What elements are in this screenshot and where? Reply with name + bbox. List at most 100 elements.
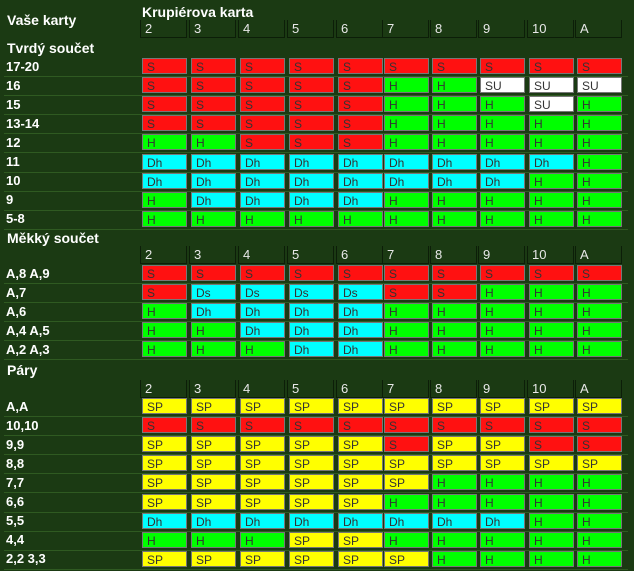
section-2-dealer-A: A xyxy=(575,246,622,264)
header-dealer-4: 4 xyxy=(238,20,285,38)
action-cell: H xyxy=(191,341,236,358)
action-cell: SP xyxy=(142,436,187,453)
action-cell: SP xyxy=(191,398,236,414)
action-cell: Dh xyxy=(240,512,285,529)
action-cell: S xyxy=(529,265,574,281)
action-cell: H xyxy=(240,531,285,548)
action-cell: Dh xyxy=(289,153,334,170)
row-separator xyxy=(4,473,628,475)
action-cell: S xyxy=(191,265,236,281)
action-cell: SP xyxy=(240,398,285,414)
action-cell: SP xyxy=(142,455,187,472)
action-cell: H xyxy=(577,303,622,320)
row-label: 5,5 xyxy=(6,513,25,529)
row-separator xyxy=(4,302,628,304)
action-cell: S xyxy=(240,265,285,281)
section-3-dealer-8: 8 xyxy=(430,380,477,398)
row-label: 4,4 xyxy=(6,532,25,548)
action-cell: S xyxy=(240,77,285,94)
header-dealer-9: 9 xyxy=(478,20,525,38)
action-cell: SP xyxy=(432,398,477,414)
action-cell: SP xyxy=(432,436,477,453)
action-cell: SP xyxy=(240,436,285,453)
section-2-dealer-7: 7 xyxy=(382,246,429,264)
action-cell: SP xyxy=(240,474,285,491)
row-label: 9 xyxy=(6,192,14,208)
action-cell: H xyxy=(577,153,622,170)
row-label: 2,2 3,3 xyxy=(6,551,46,567)
row-separator xyxy=(4,171,628,173)
action-cell: H xyxy=(142,322,187,339)
row-separator xyxy=(4,76,628,77)
action-cell: SU xyxy=(529,77,574,94)
action-cell: H xyxy=(480,191,525,208)
header-dealer-6: 6 xyxy=(336,20,383,38)
action-cell: S xyxy=(480,417,525,434)
action-cell: SP xyxy=(191,550,236,567)
action-cell: SP xyxy=(240,455,285,472)
action-cell: SP xyxy=(338,531,383,548)
action-cell: H xyxy=(384,531,429,548)
row-label: 17-20 xyxy=(6,58,40,74)
action-cell: SU xyxy=(529,96,574,113)
action-cell: SP xyxy=(289,436,334,453)
action-cell: S xyxy=(289,77,334,94)
action-cell: Dh xyxy=(480,153,525,170)
action-cell: H xyxy=(384,322,429,339)
section-3-dealer-A: A xyxy=(575,380,622,398)
action-cell: Dh xyxy=(289,191,334,208)
action-cell: SP xyxy=(577,398,622,414)
action-cell: Dh xyxy=(338,191,383,208)
action-cell: Dh xyxy=(142,172,187,189)
action-cell: H xyxy=(577,172,622,189)
section-3-dealer-7: 7 xyxy=(382,380,429,398)
action-cell: H xyxy=(384,96,429,113)
action-cell: H xyxy=(577,512,622,529)
action-cell: S xyxy=(384,265,429,281)
action-cell: Dh xyxy=(191,303,236,320)
section-2-dealer-8: 8 xyxy=(430,246,477,264)
section-2-dealer-5: 5 xyxy=(287,246,334,264)
action-cell: S xyxy=(577,436,622,453)
action-cell: SP xyxy=(480,436,525,453)
header-dealer-3: 3 xyxy=(189,20,236,38)
action-cell: S xyxy=(191,58,236,74)
action-cell: H xyxy=(529,341,574,358)
action-cell: SP xyxy=(338,474,383,491)
action-cell: H xyxy=(432,303,477,320)
action-cell: S xyxy=(529,58,574,74)
action-cell: H xyxy=(480,341,525,358)
action-cell: S xyxy=(384,284,429,301)
action-cell: S xyxy=(191,77,236,94)
action-cell: H xyxy=(529,493,574,510)
action-cell: Dh xyxy=(240,303,285,320)
section-2-dealer-3: 3 xyxy=(189,246,236,264)
action-cell: H xyxy=(289,210,334,227)
row-label: 16 xyxy=(6,77,21,93)
action-cell: H xyxy=(529,210,574,227)
row-label: A,2 A,3 xyxy=(6,341,50,357)
action-cell: SP xyxy=(191,436,236,453)
action-cell: Dh xyxy=(289,322,334,339)
action-cell: Dh xyxy=(289,303,334,320)
action-cell: Dh xyxy=(289,512,334,529)
action-cell: H xyxy=(384,77,429,94)
action-cell: H xyxy=(384,493,429,510)
header-dealer-8: 8 xyxy=(430,20,477,38)
row-label: 9,9 xyxy=(6,436,25,452)
action-cell: H xyxy=(432,210,477,227)
action-cell: H xyxy=(142,531,187,548)
action-cell: H xyxy=(142,134,187,151)
action-cell: Dh xyxy=(289,172,334,189)
row-separator xyxy=(4,454,628,456)
action-cell: S xyxy=(529,436,574,453)
row-separator xyxy=(4,435,628,437)
action-cell: H xyxy=(432,77,477,94)
action-cell: H xyxy=(577,284,622,301)
action-cell: SP xyxy=(289,455,334,472)
section-2-dealer-4: 4 xyxy=(238,246,285,264)
action-cell: S xyxy=(338,115,383,132)
action-cell: SP xyxy=(142,493,187,510)
action-cell: SP xyxy=(142,474,187,491)
